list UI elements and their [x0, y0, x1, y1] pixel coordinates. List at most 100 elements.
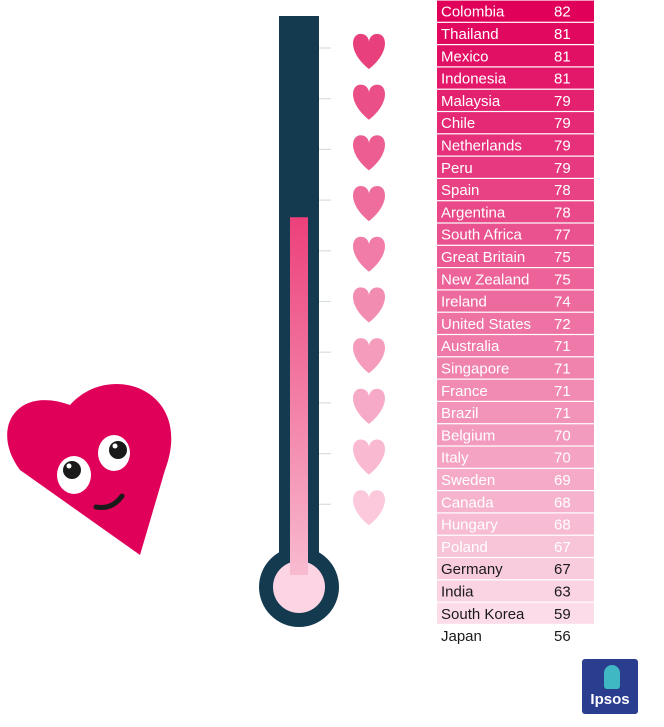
country-label: Italy: [441, 450, 469, 467]
country-value: 67: [554, 561, 571, 578]
table-row: Japan 56: [441, 628, 571, 645]
country-value: 59: [554, 606, 571, 623]
country-label: New Zealand: [441, 271, 529, 288]
row-background: [437, 446, 594, 468]
thermometer-ticks: [319, 47, 331, 505]
table-row: Germany 67: [437, 558, 594, 580]
country-label: Australia: [441, 338, 500, 355]
logo-text: Ipsos: [590, 691, 630, 708]
table-row: France 71: [437, 379, 594, 401]
country-label: Hungary: [441, 517, 498, 534]
table-row: South Africa 77: [437, 223, 594, 245]
table-row: Colombia 82: [437, 0, 594, 22]
row-background: [437, 179, 594, 201]
row-background: [437, 424, 594, 446]
country-value: 68: [554, 494, 571, 511]
heart-icon: [353, 338, 385, 374]
heart-icon: [353, 84, 385, 120]
country-label: Ireland: [441, 294, 487, 311]
country-label: Argentina: [441, 204, 506, 221]
country-label: India: [441, 583, 474, 600]
table-row: Malaysia 79: [437, 89, 594, 111]
heart-scale: [353, 33, 385, 526]
country-label: Mexico: [441, 48, 489, 65]
country-value: 75: [554, 249, 571, 266]
row-background: [437, 223, 594, 245]
table-row: United States 72: [437, 312, 594, 334]
country-label: Peru: [441, 160, 473, 177]
table-row: Thailand 81: [437, 22, 594, 44]
country-label: Canada: [441, 494, 494, 511]
smiling-heart-icon: [7, 384, 172, 555]
table-row: Australia 71: [437, 335, 594, 357]
table-row: Indonesia 81: [437, 67, 594, 89]
country-label: Germany: [441, 561, 503, 578]
table-row: Spain 78: [437, 179, 594, 201]
country-value: 79: [554, 93, 571, 110]
country-value: 79: [554, 160, 571, 177]
heart-icon: [353, 186, 385, 222]
country-label: France: [441, 383, 488, 400]
country-value: 81: [554, 48, 571, 65]
country-label: Great Britain: [441, 249, 525, 266]
heart-icon: [353, 388, 385, 424]
row-background: [437, 602, 594, 624]
country-label: Malaysia: [441, 93, 501, 110]
row-background: [437, 156, 594, 178]
row-background: [437, 379, 594, 401]
country-label: United States: [441, 316, 531, 333]
table-row: Mexico 81: [437, 45, 594, 67]
country-value: 71: [554, 360, 571, 377]
row-background: [437, 491, 594, 513]
row-background: [437, 89, 594, 111]
table-row: Sweden 69: [437, 468, 594, 490]
country-label: Chile: [441, 115, 475, 132]
country-value: 79: [554, 115, 571, 132]
table-row: Netherlands 79: [437, 134, 594, 156]
table-row: Chile 79: [437, 112, 594, 134]
country-value: 69: [554, 472, 571, 489]
row-background: [437, 268, 594, 290]
country-value: 81: [554, 71, 571, 88]
table-row: Canada 68: [437, 491, 594, 513]
country-label: Poland: [441, 539, 488, 556]
country-label: Colombia: [441, 4, 505, 21]
row-background: [437, 0, 594, 22]
row-background: [437, 402, 594, 424]
country-value: 63: [554, 583, 571, 600]
row-background: [437, 580, 594, 602]
country-value: 82: [554, 4, 571, 21]
country-label: Netherlands: [441, 137, 522, 154]
table-row: India 63: [437, 580, 594, 602]
row-background: [437, 134, 594, 156]
table-row: Brazil 71: [437, 402, 594, 424]
country-label: Belgium: [441, 427, 495, 444]
country-label: Sweden: [441, 472, 495, 489]
heart-icon: [353, 439, 385, 475]
heart-icon: [353, 135, 385, 171]
table-row: Poland 67: [437, 535, 594, 557]
heart-icon: [353, 287, 385, 323]
country-value: 78: [554, 204, 571, 221]
row-background: [437, 513, 594, 535]
country-label: Singapore: [441, 360, 509, 377]
table-row: Italy 70: [437, 446, 594, 468]
country-value: 67: [554, 539, 571, 556]
country-value: 71: [554, 338, 571, 355]
row-background: [437, 357, 594, 379]
row-background: [437, 535, 594, 557]
country-value: 81: [554, 26, 571, 43]
heart-icon: [353, 33, 385, 69]
row-background: [437, 312, 594, 334]
table-row: New Zealand 75: [437, 268, 594, 290]
country-label: Brazil: [441, 405, 479, 422]
table-row: Hungary 68: [437, 513, 594, 535]
row-background: [437, 67, 594, 89]
country-value: 77: [554, 227, 571, 244]
country-label: Spain: [441, 182, 479, 199]
country-value: 79: [554, 137, 571, 154]
table-row: Argentina 78: [437, 201, 594, 223]
country-value: 78: [554, 182, 571, 199]
